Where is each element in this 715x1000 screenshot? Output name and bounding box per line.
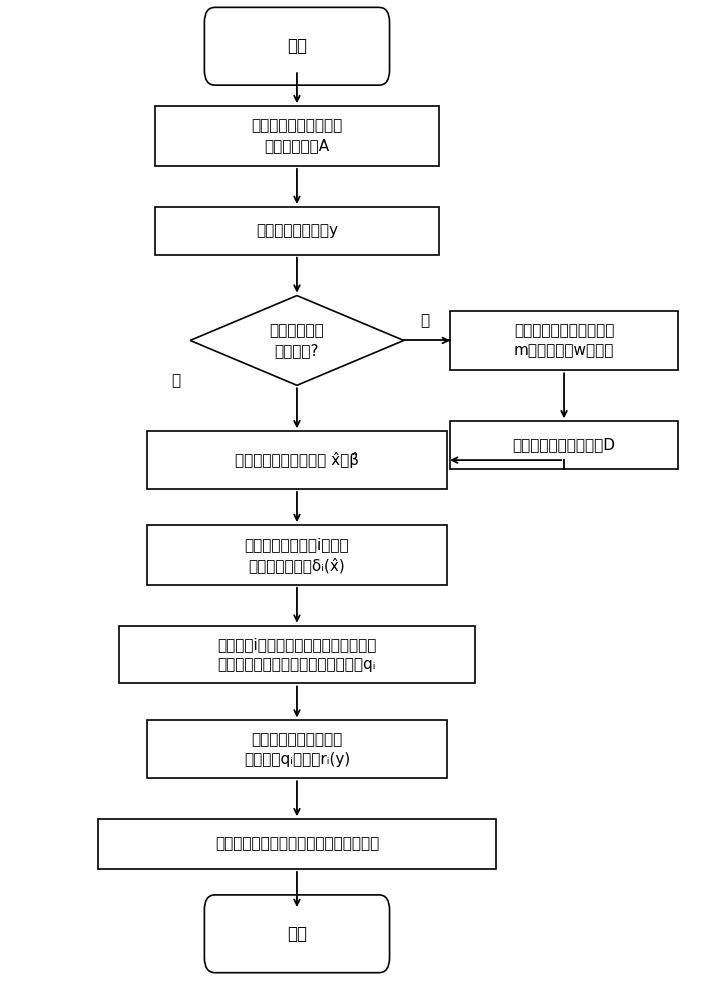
Text: 类内变化字典
是否存在?: 类内变化字典 是否存在?	[270, 323, 325, 358]
Bar	[147, 525, 447, 585]
Polygon shape	[190, 296, 404, 385]
Text: 起始: 起始	[287, 37, 307, 55]
Text: 结束: 结束	[287, 925, 307, 943]
Bar	[450, 311, 678, 370]
Bar	[154, 207, 440, 255]
Text: 获取测试图像向量y: 获取测试图像向量y	[256, 223, 338, 238]
Text: 获取由训练图像构成的
训练图像矩阵A: 获取由训练图像构成的 训练图像矩阵A	[252, 119, 342, 153]
Bar	[97, 819, 496, 869]
Text: 分别计算原测试图像和
重构图像qᵢ的残差rᵢ(y): 分别计算原测试图像和 重构图像qᵢ的残差rᵢ(y)	[244, 732, 350, 767]
Bar	[154, 106, 440, 166]
Text: 识别：残差最小的类别即为测试图像类别: 识别：残差最小的类别即为测试图像类别	[214, 837, 379, 852]
Text: 求解最优稀疏表示系数 x̂和β̂: 求解最优稀疏表示系数 x̂和β̂	[235, 452, 359, 468]
Text: 分别用第i类训练图像矩阵和类内变化字
典对测试图像进行重构得到重构图像qᵢ: 分别用第i类训练图像矩阵和类内变化字 典对测试图像进行重构得到重构图像qᵢ	[217, 637, 377, 672]
Bar	[119, 626, 475, 683]
Bar	[147, 431, 447, 489]
Bar	[147, 720, 447, 778]
Text: 是: 是	[172, 373, 180, 388]
Text: 分别得到对应于第i类训练
图像的带通系数δᵢ(x̂): 分别得到对应于第i类训练 图像的带通系数δᵢ(x̂)	[245, 537, 349, 573]
Bar	[450, 421, 678, 469]
FancyBboxPatch shape	[204, 895, 390, 973]
Text: 从人脸数据库中随机选取
m个人，每人w幅图像: 从人脸数据库中随机选取 m个人，每人w幅图像	[514, 323, 614, 358]
Text: 否: 否	[420, 313, 430, 328]
FancyBboxPatch shape	[204, 7, 390, 85]
Text: 计算得到类内变化字典D: 计算得到类内变化字典D	[513, 438, 616, 453]
